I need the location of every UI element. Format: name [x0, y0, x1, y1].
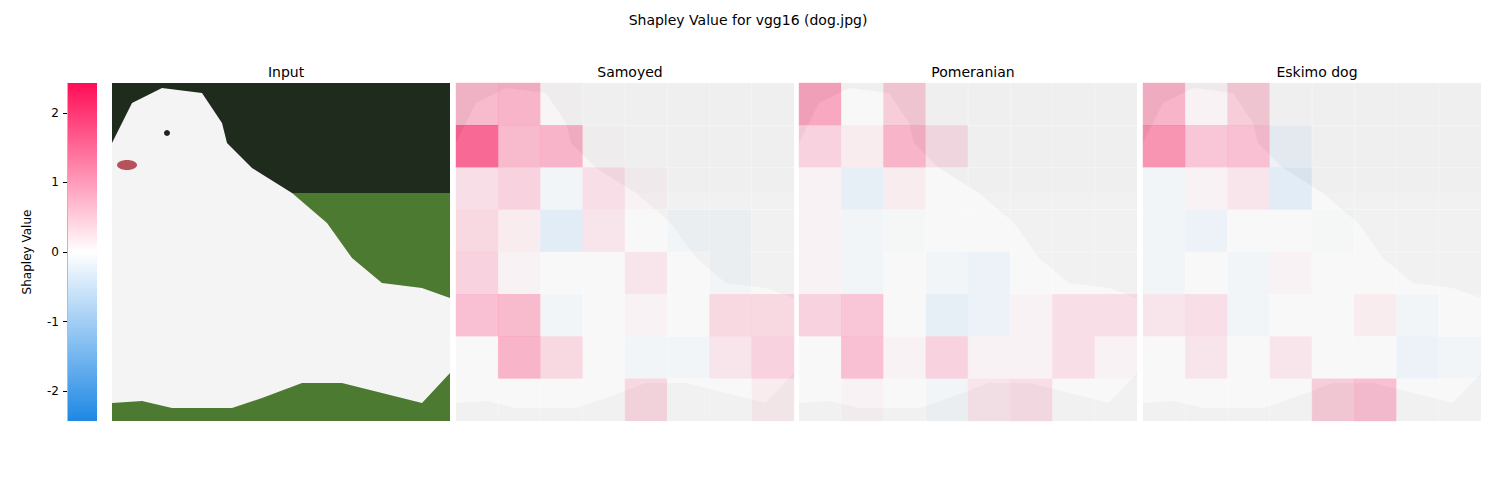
svg-text:Eskimo dog: Eskimo dog — [1276, 64, 1357, 80]
svg-text:Shapley Value for vgg16 (dog.j: Shapley Value for vgg16 (dog.jpg) — [629, 12, 868, 28]
svg-text:Pomeranian: Pomeranian — [931, 64, 1014, 80]
svg-text:1: 1 — [51, 175, 59, 189]
svg-text:-2: -2 — [47, 384, 59, 398]
svg-text:0: 0 — [51, 245, 59, 259]
svg-text:Shapley Value: Shapley Value — [20, 210, 34, 295]
svg-text:Samoyed: Samoyed — [597, 64, 662, 80]
svg-text:2: 2 — [51, 106, 59, 120]
svg-text:Input: Input — [268, 64, 305, 80]
svg-text:-1: -1 — [47, 315, 59, 329]
